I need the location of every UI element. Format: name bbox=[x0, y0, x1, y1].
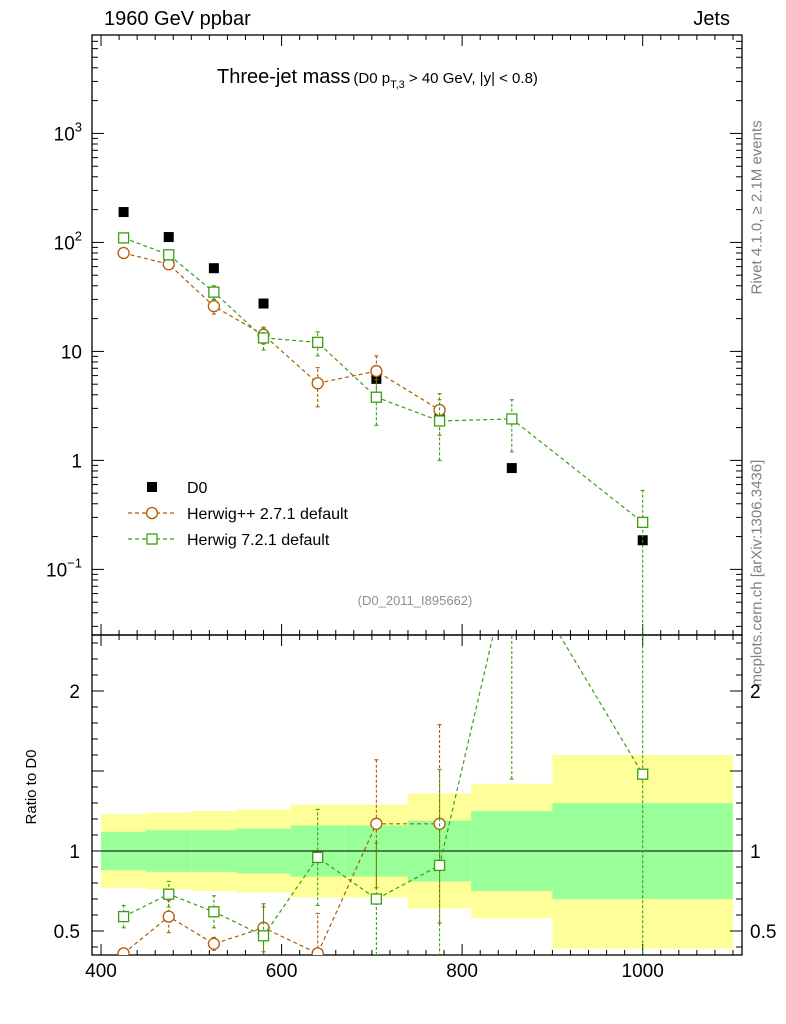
data-point-square bbox=[433, 415, 446, 427]
ratio-point-square bbox=[163, 888, 175, 900]
y-tick-label: 10−1 bbox=[46, 555, 82, 581]
data-point-data bbox=[208, 263, 219, 274]
text-layer: 400 600 800 1000 10−1 1 10 102 103 0.5 0.5 1 1 2 2 Rati… bbox=[23, 66, 776, 982]
data-point-data bbox=[506, 463, 517, 474]
data-point-circle bbox=[370, 364, 383, 378]
data-point-circle bbox=[207, 300, 221, 313]
chart-title: Three-jet mass (D0 pT,3 > 40 GeV, |y| < 0… bbox=[217, 66, 538, 91]
legend: D0 Herwig++ 2.7.1 default Herwig 7.2.1 def… bbox=[128, 480, 349, 549]
legend-label: Herwig++ 2.7.1 default bbox=[187, 506, 349, 523]
ratio-y-tick-label-right: 1 bbox=[750, 842, 761, 863]
ratio-y-tick-label-left: 1 bbox=[69, 842, 80, 863]
ratio-y-tick-label-left: 0.5 bbox=[54, 922, 80, 943]
data-point-square bbox=[370, 391, 383, 403]
x-tick-label: 600 bbox=[266, 961, 298, 982]
ratio-y-tick-label-left: 2 bbox=[69, 682, 80, 703]
y-tick-label: 102 bbox=[54, 228, 82, 254]
ratio-y-tick-label-right: 2 bbox=[750, 682, 761, 703]
legend-marker-square bbox=[146, 533, 158, 545]
ratio-point-square bbox=[507, 550, 517, 560]
header-category: Jets bbox=[693, 8, 730, 30]
ratio-point-square bbox=[257, 930, 270, 942]
data-point-square bbox=[637, 516, 649, 529]
data-point-data bbox=[118, 207, 129, 218]
data-point-circle bbox=[311, 377, 324, 390]
ratio-point-circle bbox=[117, 947, 130, 955]
ratio-point-circle bbox=[207, 937, 221, 950]
ratio-uncertainty-band bbox=[101, 755, 733, 949]
ratio-point-square bbox=[370, 893, 383, 905]
header-process: 1960 GeV ppbar bbox=[104, 8, 251, 30]
ratio-point-circle bbox=[370, 817, 383, 830]
ratio-point-square bbox=[637, 768, 649, 780]
ratio-line-square bbox=[123, 635, 644, 937]
data-point-square bbox=[208, 286, 220, 298]
y-tick-label: 1 bbox=[71, 451, 82, 472]
ratio-point-square bbox=[312, 851, 324, 864]
y-tick-label: 10 bbox=[61, 342, 82, 363]
series-line-circle bbox=[123, 252, 440, 411]
series-layer bbox=[117, 207, 649, 955]
ratio-point-square bbox=[117, 910, 130, 923]
ratio-point-square bbox=[433, 859, 446, 872]
ratio-point-circle bbox=[311, 947, 324, 955]
main-series-group bbox=[117, 207, 649, 635]
y-tick-label: 103 bbox=[54, 119, 82, 145]
data-point-data bbox=[163, 232, 174, 243]
data-point-square bbox=[257, 332, 270, 344]
ratio-axis-label: Ratio to D0 bbox=[23, 749, 40, 824]
data-point-square bbox=[163, 249, 175, 261]
data-point-square bbox=[312, 336, 324, 349]
data-point-circle bbox=[117, 246, 130, 260]
axes-and-ticks bbox=[91, 34, 743, 956]
x-tick-label: 400 bbox=[85, 961, 117, 982]
legend-label: D0 bbox=[187, 480, 208, 497]
legend-marker-circle bbox=[145, 506, 159, 520]
ratio-point-square bbox=[208, 906, 220, 918]
ratio-frame bbox=[91, 634, 743, 956]
ratio-point-circle bbox=[162, 910, 175, 923]
ratio-series-group bbox=[117, 550, 649, 955]
data-point-data bbox=[371, 373, 382, 384]
data-point-data bbox=[258, 298, 269, 309]
analysis-id-label: (D0_2011_I895662) bbox=[358, 593, 473, 608]
data-point-square bbox=[117, 232, 130, 244]
legend-marker-data bbox=[147, 482, 157, 492]
x-tick-label: 800 bbox=[446, 961, 478, 982]
x-tick-label: 1000 bbox=[622, 961, 664, 982]
data-point-square bbox=[506, 413, 518, 425]
legend-label: Herwig 7.2.1 default bbox=[187, 532, 330, 549]
ratio-y-tick-label-right: 0.5 bbox=[750, 922, 776, 943]
